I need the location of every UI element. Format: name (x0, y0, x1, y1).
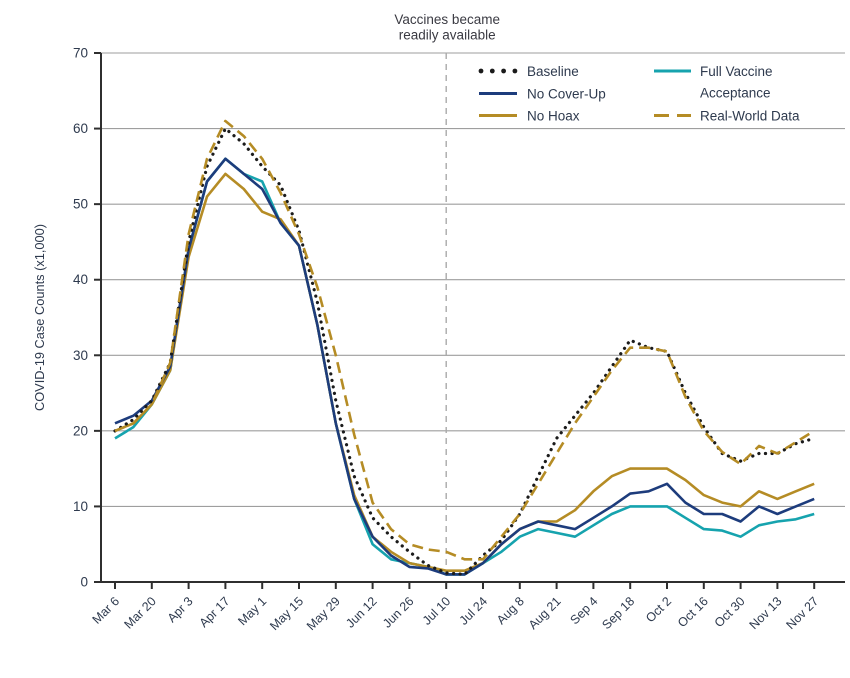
x-tick-label-13: Sep 4 (568, 594, 601, 627)
legend-label-no-cover-up: No Cover-Up (527, 87, 606, 102)
x-tick-label-4: May 1 (235, 594, 269, 628)
x-tick-label-9: Jul 10 (420, 594, 454, 628)
legend-swatch-baseline-dot-0 (478, 68, 484, 74)
y-tick-label-0: 0 (80, 575, 88, 590)
legend-label-baseline: Baseline (527, 64, 579, 79)
y-tick-label-20: 20 (73, 423, 88, 438)
x-tick-label-5: May 15 (267, 594, 306, 633)
legend-label-full-vaccine-acceptance-line2: Acceptance (700, 86, 771, 101)
series-path-baseline (113, 127, 816, 576)
x-tick-label-16: Oct 16 (675, 594, 711, 630)
x-tick-label-15: Oct 2 (643, 594, 674, 625)
y-tick-label-30: 30 (73, 348, 88, 363)
y-tick-label-70: 70 (73, 46, 88, 61)
x-tick-label-6: May 29 (304, 594, 343, 633)
y-tick-label-50: 50 (73, 197, 88, 212)
x-tick-label-8: Jun 26 (380, 594, 416, 630)
y-tick-label-60: 60 (73, 121, 88, 136)
vaccine-annotation-line-1: Vaccines became (394, 12, 500, 27)
series-path-full-vaccine-acceptance (114, 157, 815, 576)
legend-label-real-world-data: Real-World Data (700, 109, 800, 124)
legend-label-full-vaccine-acceptance: Full Vaccine (700, 64, 773, 79)
x-tick-label-18: Nov 13 (747, 594, 785, 632)
x-tick-label-2: Apr 3 (165, 594, 196, 625)
series-path-no-cover-up (114, 157, 815, 576)
legend-swatch-baseline-dot-2 (501, 68, 506, 74)
y-tick-label-40: 40 (73, 272, 88, 287)
y-tick-label-10: 10 (73, 499, 88, 514)
x-tick-label-3: Apr 17 (197, 594, 233, 630)
legend-swatch-baseline-dot-1 (489, 68, 495, 74)
x-tick-label-10: Jul 24 (457, 594, 491, 628)
y-axis-title: COVID-19 Case Counts (x1,000) (32, 224, 47, 411)
x-tick-label-7: Jun 12 (343, 594, 379, 630)
series-path-real-world-data (114, 119, 815, 561)
vaccine-annotation-line-2: readily available (399, 28, 496, 43)
legend-swatch-baseline-dot-3 (512, 68, 518, 74)
x-tick-label-0: Mar 6 (90, 594, 123, 627)
x-tick-label-1: Mar 20 (122, 594, 159, 631)
legend-label-no-hoax: No Hoax (527, 109, 580, 124)
series-path-no-hoax (114, 172, 815, 572)
x-tick-label-11: Aug 8 (494, 594, 527, 627)
x-tick-label-12: Aug 21 (526, 594, 564, 632)
x-tick-label-17: Oct 30 (712, 594, 748, 630)
x-tick-label-14: Sep 18 (599, 594, 637, 632)
x-tick-label-19: Nov 27 (783, 594, 821, 632)
